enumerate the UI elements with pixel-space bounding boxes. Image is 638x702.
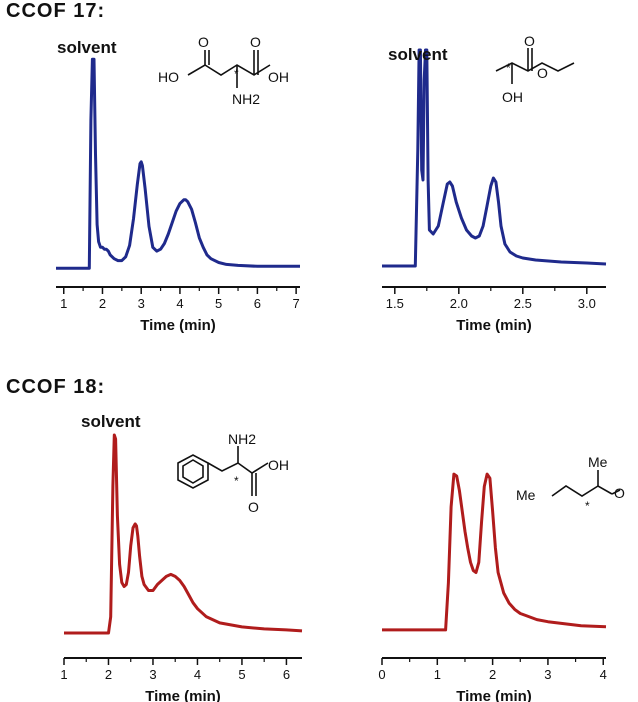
x-tick-label: 4	[194, 667, 201, 682]
series-line	[64, 433, 303, 635]
structure-2-label: O	[537, 65, 548, 81]
series-line	[382, 472, 607, 632]
x-tick-label: 2	[99, 296, 106, 311]
x-tick-label: 3	[138, 296, 145, 311]
x-tick-label: 1	[434, 667, 441, 682]
structure-3-label: *	[234, 474, 239, 488]
x-tick-label: 1	[60, 667, 67, 682]
x-tick-label: 5	[238, 667, 245, 682]
x-tick-label: 2	[489, 667, 496, 682]
section-title-ccof18: CCOF 18:	[6, 376, 106, 398]
solvent-annotation: solvent	[81, 412, 141, 431]
x-tick-label: 4	[176, 296, 183, 311]
x-tick-label: 1.5	[386, 296, 404, 311]
x-tick-label: 0	[378, 667, 385, 682]
x-tick-label: 2.5	[514, 296, 532, 311]
structure-4-label: Me	[516, 487, 536, 503]
chart-panel-3: 1 2 3 4 5 6 Time (min) solvent	[60, 412, 303, 702]
structure-4-label: O	[614, 485, 625, 501]
chart-panel-4: 0 1 2 3 4 Time (min)	[378, 472, 607, 702]
x-tick-label: 3.0	[578, 296, 596, 311]
x-tick-label: 4	[600, 667, 607, 682]
x-tick-label: 5	[215, 296, 222, 311]
structure-3-label: NH2	[228, 431, 256, 447]
x-tick-label: 7	[293, 296, 300, 311]
solvent-annotation: solvent	[57, 38, 117, 57]
structure-methylpentanal: Me Me O *	[516, 454, 625, 513]
series-line	[56, 57, 300, 270]
structure-3-label: O	[248, 499, 259, 515]
structure-1-label: *	[234, 67, 239, 81]
structure-2-label: OH	[502, 89, 523, 105]
structure-4-label: *	[585, 499, 590, 513]
solvent-annotation: solvent	[388, 45, 448, 64]
structure-3-label: OH	[268, 457, 289, 473]
x-axis-label: Time (min)	[456, 688, 532, 702]
structure-ethyl-lactate: O O OH *	[495, 33, 575, 105]
structure-1-label: O	[250, 34, 261, 50]
section-title-ccof17: CCOF 17:	[6, 0, 106, 22]
structure-1-label: OH	[268, 69, 289, 85]
x-tick-label: 3	[149, 667, 156, 682]
x-tick-label: 1	[60, 296, 67, 311]
structure-glutamic-acid: HO O O OH NH2 *	[158, 34, 289, 107]
chart-panel-2: 1.5 2.0 2.5 3.0 Time (min) solvent	[382, 45, 607, 334]
structure-2-label: O	[524, 33, 535, 49]
structure-4-label: Me	[588, 454, 608, 470]
x-axis-label: Time (min)	[140, 317, 216, 334]
chart-panel-1: 1 2 3 4 5 6 7 Time (min) solvent	[56, 38, 300, 334]
x-axis-label: Time (min)	[145, 688, 221, 702]
x-tick-label: 3	[544, 667, 551, 682]
x-tick-label: 6	[254, 296, 261, 311]
x-tick-label: 2.0	[450, 296, 468, 311]
x-tick-label: 6	[283, 667, 290, 682]
x-axis-label: Time (min)	[456, 317, 532, 334]
series-line	[382, 48, 607, 268]
structure-1-label: O	[198, 34, 209, 50]
x-tick-label: 2	[105, 667, 112, 682]
structure-1-label: NH2	[232, 91, 260, 107]
structure-phenylalanine: NH2 OH O *	[177, 431, 289, 515]
structure-2-label: *	[506, 61, 511, 75]
structure-1-label: HO	[158, 69, 179, 85]
